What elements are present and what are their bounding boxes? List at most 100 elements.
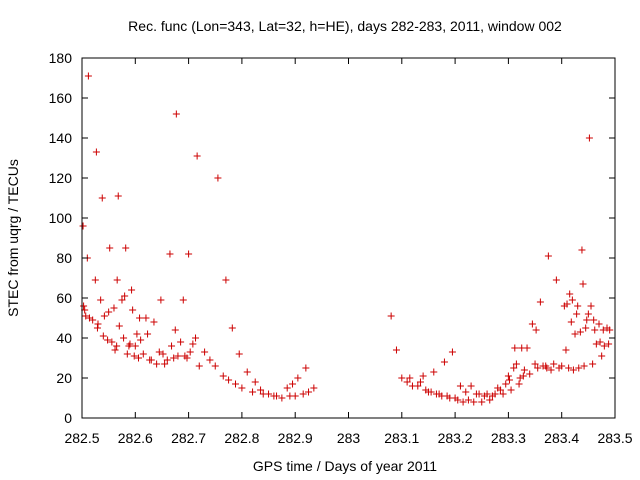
data-point bbox=[571, 330, 579, 338]
data-point bbox=[520, 366, 528, 374]
data-point bbox=[552, 276, 560, 284]
data-point bbox=[214, 174, 222, 182]
data-point bbox=[398, 374, 406, 382]
x-tick-label: 283 bbox=[337, 430, 361, 446]
data-point bbox=[507, 386, 515, 394]
data-point bbox=[519, 372, 527, 380]
data-point bbox=[567, 318, 575, 326]
data-point bbox=[91, 276, 99, 284]
data-point bbox=[150, 318, 158, 326]
data-point bbox=[532, 326, 540, 334]
data-point bbox=[97, 296, 105, 304]
data-point bbox=[139, 350, 147, 358]
data-point bbox=[419, 372, 427, 380]
data-point bbox=[84, 72, 92, 80]
data-point bbox=[111, 346, 119, 354]
data-point bbox=[584, 310, 592, 318]
data-point bbox=[491, 390, 499, 398]
data-point bbox=[406, 374, 414, 382]
data-point bbox=[510, 364, 518, 372]
data-point bbox=[170, 354, 178, 362]
data-point bbox=[166, 250, 174, 258]
data-point bbox=[222, 276, 230, 284]
data-point bbox=[193, 152, 201, 160]
data-point bbox=[168, 342, 176, 350]
data-point bbox=[499, 390, 507, 398]
data-point bbox=[134, 354, 142, 362]
data-point bbox=[528, 320, 536, 328]
data-point bbox=[120, 334, 128, 342]
data-point bbox=[392, 346, 400, 354]
data-point bbox=[131, 342, 139, 350]
data-point bbox=[114, 192, 122, 200]
data-point bbox=[123, 350, 131, 358]
data-point bbox=[550, 360, 558, 368]
data-point bbox=[590, 316, 598, 324]
data-point bbox=[144, 330, 152, 338]
y-tick-label: 140 bbox=[49, 130, 73, 146]
data-point bbox=[183, 354, 191, 362]
data-point bbox=[504, 372, 512, 380]
data-point bbox=[206, 356, 214, 364]
data-point bbox=[568, 296, 576, 304]
data-point bbox=[302, 364, 310, 372]
data-point bbox=[596, 338, 604, 346]
y-tick-label: 120 bbox=[49, 170, 73, 186]
data-point bbox=[310, 384, 318, 392]
data-point bbox=[467, 382, 475, 390]
data-point bbox=[179, 296, 187, 304]
data-point bbox=[118, 296, 126, 304]
data-point bbox=[283, 384, 291, 392]
x-tick-label: 283.5 bbox=[597, 430, 632, 446]
data-point bbox=[459, 398, 467, 406]
data-point bbox=[565, 364, 573, 372]
data-point bbox=[475, 390, 483, 398]
data-point bbox=[598, 352, 606, 360]
y-tick-label: 40 bbox=[56, 330, 72, 346]
data-point bbox=[238, 384, 246, 392]
data-point bbox=[515, 380, 523, 388]
data-point bbox=[113, 276, 121, 284]
data-point bbox=[106, 244, 114, 252]
x-tick-label: 282.7 bbox=[171, 430, 206, 446]
data-point bbox=[225, 376, 233, 384]
data-point bbox=[201, 348, 209, 356]
x-tick-labels: 282.5 282.6 282.7 282.8 282.9 283 283.1 283.2 28… bbox=[64, 430, 632, 446]
x-tick-label: 282.6 bbox=[118, 430, 153, 446]
data-point bbox=[177, 338, 185, 346]
data-point bbox=[98, 194, 106, 202]
data-point bbox=[585, 134, 593, 142]
data-point bbox=[122, 244, 130, 252]
data-point bbox=[591, 326, 599, 334]
data-point bbox=[464, 396, 472, 404]
data-point bbox=[113, 342, 121, 350]
data-point bbox=[583, 316, 591, 324]
x-axis-title: GPS time / Days of year 2011 bbox=[253, 458, 437, 474]
data-point bbox=[578, 246, 586, 254]
data-point bbox=[211, 362, 219, 370]
data-point bbox=[257, 386, 265, 394]
data-point bbox=[273, 392, 281, 400]
data-points bbox=[79, 72, 614, 406]
data-point bbox=[543, 364, 551, 372]
data-point bbox=[511, 344, 519, 352]
data-point bbox=[505, 376, 513, 384]
data-point bbox=[265, 390, 273, 398]
data-point bbox=[534, 364, 542, 372]
data-point bbox=[185, 250, 193, 258]
data-point bbox=[416, 378, 424, 386]
data-point bbox=[456, 382, 464, 390]
data-point bbox=[575, 364, 583, 372]
data-point bbox=[574, 302, 582, 310]
data-point bbox=[291, 392, 299, 400]
data-point bbox=[189, 340, 197, 348]
data-point bbox=[595, 320, 603, 328]
x-tick-label: 283.3 bbox=[491, 430, 526, 446]
data-point bbox=[93, 324, 101, 332]
data-point bbox=[159, 350, 167, 358]
data-point bbox=[172, 110, 180, 118]
chart-title: Rec. func (Lon=343, Lat=32, h=HE), days … bbox=[128, 18, 562, 34]
data-point bbox=[115, 322, 123, 330]
data-point bbox=[161, 360, 169, 368]
y-tick-labels: 0 20 40 60 80 100 120 140 160 180 bbox=[49, 50, 73, 426]
